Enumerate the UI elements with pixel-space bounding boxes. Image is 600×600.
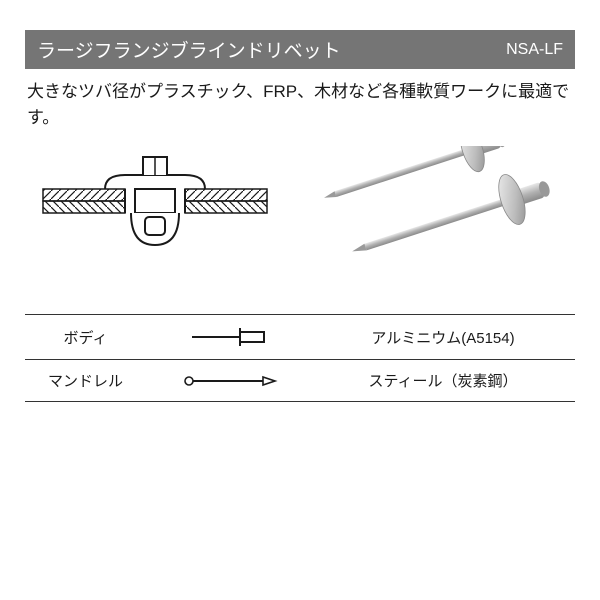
product-header: ラージフランジブラインドリベット NSA-LF <box>25 30 575 69</box>
spec-label: ボディ <box>25 315 146 360</box>
product-photo <box>305 146 565 286</box>
body-icon <box>146 315 311 360</box>
spec-material: スティール（炭素鋼） <box>311 360 575 402</box>
spec-table: ボディ アルミニウム(A5154) マンドレル スティール（炭素鋼） <box>25 314 575 402</box>
table-row: ボディ アルミニウム(A5154) <box>25 315 575 360</box>
spec-material: アルミニウム(A5154) <box>311 315 575 360</box>
images-row <box>25 146 575 286</box>
product-description: 大きなツバ径がプラスチック、FRP、木材など各種軟質ワークに最適です。 <box>25 79 575 130</box>
product-title: ラージフランジブラインドリベット <box>37 36 341 63</box>
product-code: NSA-LF <box>506 41 563 59</box>
cross-section-diagram <box>35 151 275 281</box>
spec-label: マンドレル <box>25 360 146 402</box>
mandrel-icon <box>146 360 311 402</box>
table-row: マンドレル スティール（炭素鋼） <box>25 360 575 402</box>
